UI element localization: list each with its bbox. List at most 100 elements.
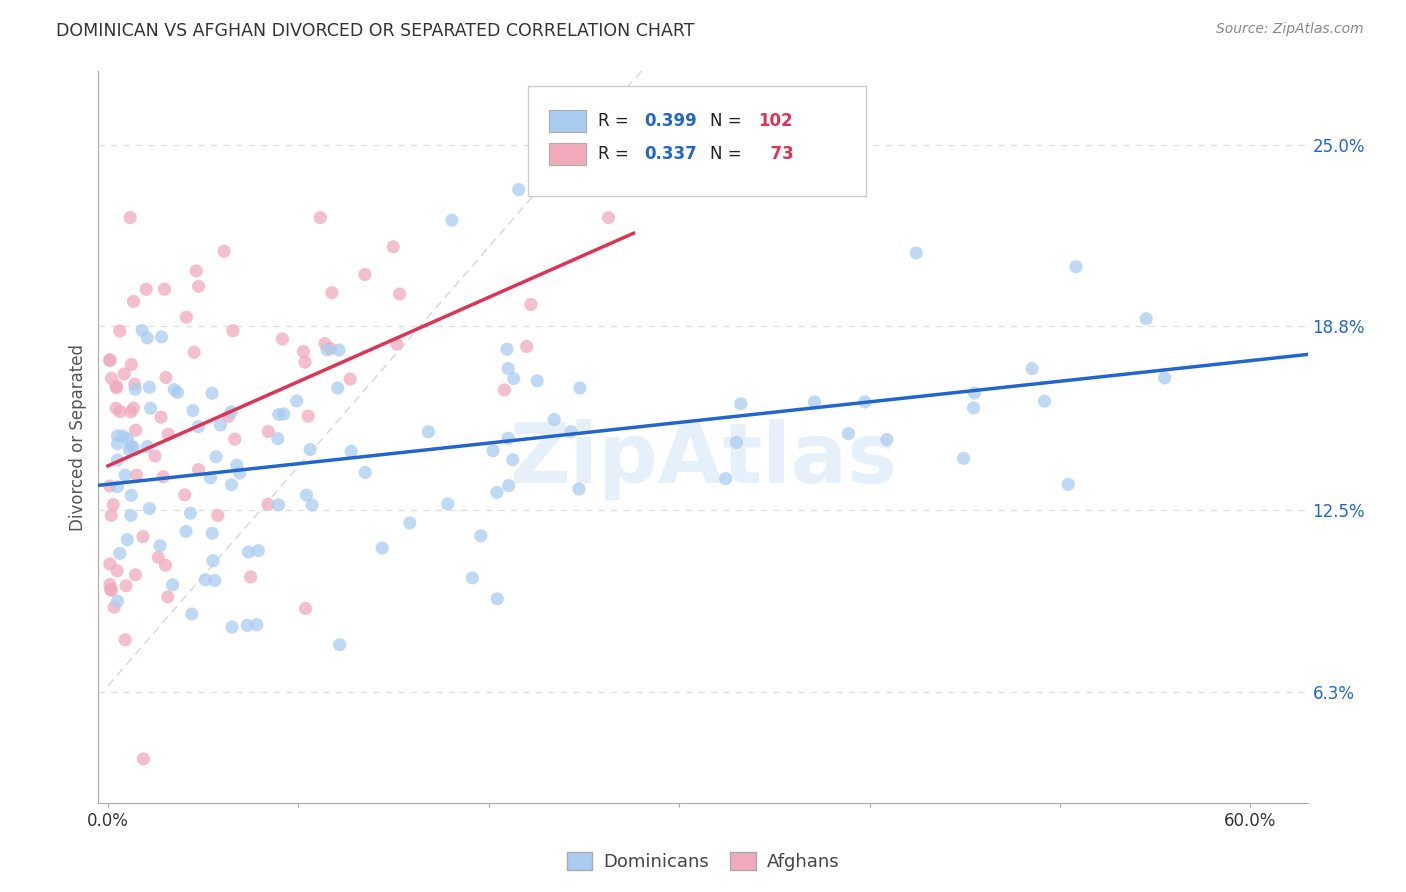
Text: 0.399: 0.399 [644,112,696,130]
Point [309,211,332,225]
Point [267,408,290,422]
Point [1064,260,1087,274]
Point [209,417,232,432]
Point [803,395,825,409]
Point [166,385,188,400]
Legend: Dominicans, Afghans: Dominicans, Afghans [560,845,846,879]
Point [143,449,166,463]
Point [162,578,184,592]
Point [111,429,134,443]
Point [436,497,458,511]
Point [225,458,247,473]
Point [207,508,229,523]
Point [271,332,294,346]
Point [100,371,122,385]
Point [292,344,315,359]
Point [136,440,159,454]
Point [470,529,492,543]
Point [105,379,128,393]
Point [125,468,148,483]
Point [174,524,197,539]
Point [107,480,129,494]
Point [418,425,440,439]
Point [150,410,173,425]
Point [201,554,224,568]
Point [105,564,128,578]
Point [952,451,974,466]
Point [294,355,316,369]
Point [98,557,121,571]
Point [295,488,318,502]
Point [221,620,243,634]
Point [183,345,205,359]
Point [217,409,239,424]
Point [181,403,204,417]
Point [526,374,548,388]
Point [100,583,122,598]
Point [516,339,538,353]
Point [496,361,519,376]
Point [118,442,141,457]
Point [135,282,157,296]
Point [155,370,177,384]
Point [117,432,139,446]
Point [508,183,530,197]
Point [905,246,928,260]
Point [204,574,226,588]
Point [117,533,139,547]
Point [176,310,198,325]
Point [354,466,377,480]
FancyBboxPatch shape [527,86,866,195]
Point [520,297,543,311]
Point [120,405,142,419]
Point [152,469,174,483]
Point [319,342,342,356]
Point [294,601,316,615]
Point [297,409,319,423]
Point [148,550,170,565]
Point [568,482,591,496]
Point [108,324,131,338]
Point [222,324,245,338]
Text: R =: R = [598,145,634,163]
Point [120,439,142,453]
Point [163,383,186,397]
Point [98,352,121,367]
Point [353,268,375,282]
Point [157,427,180,442]
Point [124,567,146,582]
Point [486,591,509,606]
Point [285,393,308,408]
Point [114,632,136,647]
Point [156,590,179,604]
Point [200,471,222,485]
Point [186,264,208,278]
Point [120,488,142,502]
Point [326,381,349,395]
Point [543,412,565,426]
Point [131,323,153,337]
Point [201,526,224,541]
Point [398,516,420,530]
Point [246,617,269,632]
Point [853,395,876,409]
Point [124,423,146,437]
Point [187,462,209,476]
Point [132,752,155,766]
Point [201,386,224,401]
Y-axis label: Divorced or Separated: Divorced or Separated [69,343,87,531]
Point [388,287,411,301]
Point [100,582,122,597]
Point [299,442,322,457]
Point [120,211,142,225]
Point [224,432,246,446]
Point [155,558,177,573]
FancyBboxPatch shape [550,143,586,165]
Point [238,545,260,559]
Point [98,479,121,493]
Point [173,488,195,502]
Point [316,343,339,357]
Point [221,477,243,491]
Point [482,443,505,458]
Point [725,435,748,450]
